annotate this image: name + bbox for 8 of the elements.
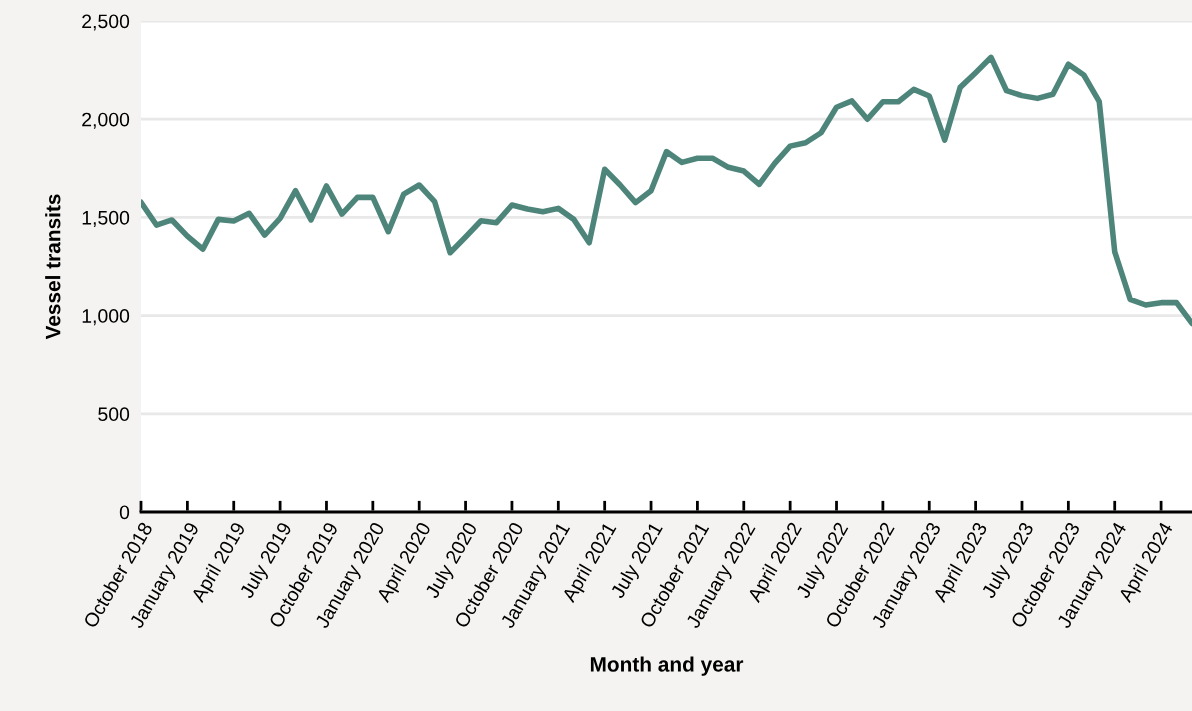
x-axis-title: Month and year: [590, 656, 744, 676]
y-tick-label: 2,500: [82, 14, 130, 31]
y-tick-label: 1,500: [82, 210, 130, 227]
y-tick-label: 500: [98, 407, 130, 422]
y-tick-label: 2,000: [82, 112, 130, 129]
y-axis-title: Vessel transits: [45, 194, 61, 340]
y-tick-label: 1,000: [82, 309, 130, 326]
y-tick-label: 0: [119, 505, 130, 520]
